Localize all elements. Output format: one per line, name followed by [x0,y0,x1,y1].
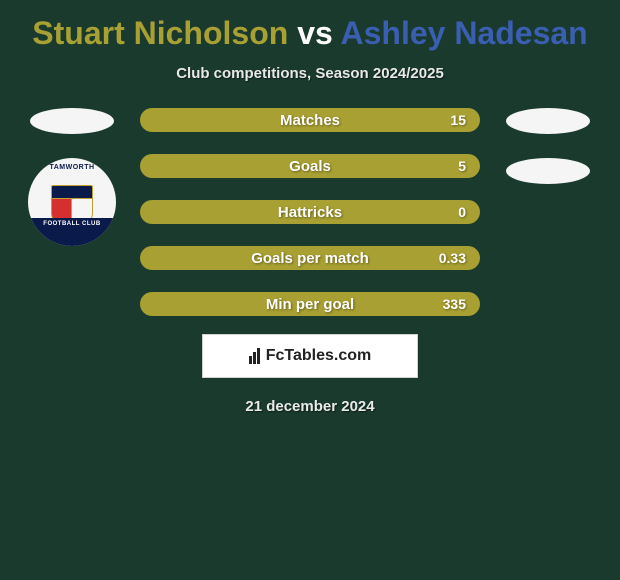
root: Stuart Nicholson vs Ashley Nadesan Club … [0,0,620,425]
vs-text: vs [297,15,333,51]
club-logo-top-text: TAMWORTH [49,164,94,171]
right-column [498,108,598,184]
date-text: 21 december 2024 [245,398,374,415]
stat-right-value: 15 [450,112,466,128]
stat-right-value: 5 [458,158,466,174]
stat-bar-min-per-goal: Min per goal 335 [140,292,480,316]
stat-bar-goals-per-match: Goals per match 0.33 [140,246,480,270]
stat-bar-goals: Goals 5 [140,154,480,178]
club-logo-tamworth: TAMWORTH FOOTBALL CLUB [28,158,116,246]
stat-label: Goals [140,158,480,175]
stat-label: Min per goal [140,296,480,313]
player1-name: Stuart Nicholson [32,15,288,51]
brand-badge[interactable]: FcTables.com [202,334,418,378]
page-title: Stuart Nicholson vs Ashley Nadesan [32,16,587,51]
player2-club-placeholder-icon [506,158,590,184]
player2-placeholder-icon [506,108,590,134]
left-column: TAMWORTH FOOTBALL CLUB [22,108,122,246]
stat-bar-matches: Matches 15 [140,108,480,132]
stat-label: Hattricks [140,204,480,221]
chart-icon [249,348,260,364]
subtitle: Club competitions, Season 2024/2025 [176,65,444,82]
stat-right-value: 0.33 [439,250,466,266]
stats-bars: Matches 15 Goals 5 Hattricks 0 Goals per… [140,108,480,316]
player1-placeholder-icon [30,108,114,134]
player2-name: Ashley Nadesan [340,15,587,51]
stat-label: Goals per match [140,250,480,267]
stats-section: TAMWORTH FOOTBALL CLUB Matches 15 Goals [0,108,620,316]
stat-label: Matches [140,112,480,129]
stat-right-value: 0 [458,204,466,220]
stat-right-value: 335 [443,296,466,312]
club-logo-band: FOOTBALL CLUB [28,218,116,246]
brand-text: FcTables.com [266,347,372,365]
club-logo-bottom-text: FOOTBALL CLUB [43,221,100,227]
stat-bar-hattricks: Hattricks 0 [140,200,480,224]
